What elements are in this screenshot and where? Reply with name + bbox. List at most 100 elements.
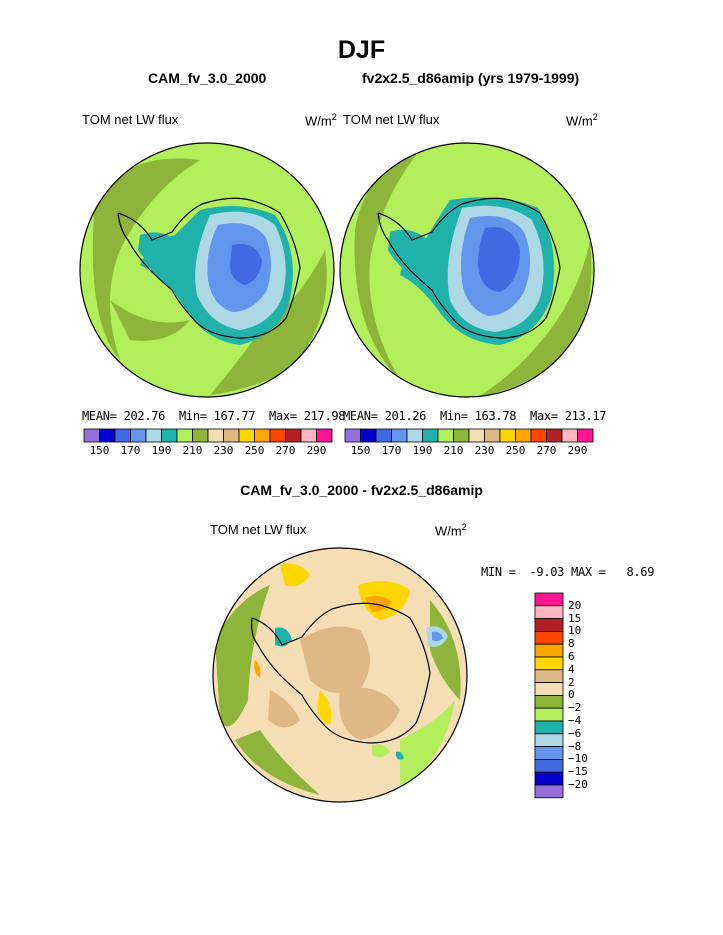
diff-yellow-north bbox=[280, 563, 310, 587]
diff-coastline bbox=[251, 602, 431, 744]
difference-colorbar-label: −8 bbox=[568, 739, 582, 753]
difference-title: CAM_fv_3.0_2000 - fv2x2.5_d86amip bbox=[240, 482, 483, 498]
diff-variable-label: TOM net LW flux bbox=[210, 522, 307, 537]
difference-colorbar-swatch bbox=[534, 631, 564, 645]
colorbar-swatch bbox=[300, 428, 317, 443]
difference-colorbar-swatch bbox=[534, 618, 564, 632]
map1-band-west bbox=[92, 158, 200, 360]
colorbar-tick-label: 210 bbox=[443, 444, 464, 457]
colorbar-1 bbox=[83, 428, 333, 443]
colorbar-tick-label: 170 bbox=[381, 444, 402, 457]
colorbar-tick-label: 190 bbox=[412, 444, 433, 457]
difference-colorbar-swatch bbox=[534, 669, 564, 683]
colorbar-swatch bbox=[238, 428, 255, 443]
colorbar-swatch bbox=[499, 428, 516, 443]
difference-colorbar-label: 10 bbox=[568, 624, 582, 638]
colorbar-swatch bbox=[577, 428, 594, 443]
diff-orange-ne bbox=[365, 595, 392, 612]
colorbar-swatch bbox=[269, 428, 286, 443]
difference-colorbar-swatch bbox=[534, 771, 564, 786]
difference-colorbar-swatch bbox=[534, 707, 564, 722]
panel1-units-label: W/m2 bbox=[305, 112, 337, 129]
panel2-title: fv2x2.5_d86amip (yrs 1979-1999) bbox=[362, 70, 580, 86]
diff-tan-center bbox=[300, 626, 370, 694]
difference-colorbar-swatch bbox=[534, 784, 564, 799]
difference-colorbar-label: −4 bbox=[568, 714, 582, 727]
colorbar-swatch bbox=[530, 428, 547, 443]
map-2 bbox=[340, 143, 594, 397]
diff-green-west bbox=[215, 585, 270, 727]
panel2-stats: MEAN= 201.26 Min= 163.78 Max= 213.17 bbox=[343, 409, 607, 423]
difference-colorbar-swatch bbox=[534, 643, 564, 658]
diff-yellow-center bbox=[317, 690, 332, 725]
colorbar-tick-label: 290 bbox=[567, 444, 588, 457]
difference-colorbar-label: −15 bbox=[568, 765, 588, 779]
colorbar-tick-label: 270 bbox=[275, 444, 296, 457]
map2-border bbox=[339, 142, 595, 398]
colorbar-swatch bbox=[114, 428, 131, 443]
map1-patch-south bbox=[110, 300, 190, 341]
colorbar-tick-label: 290 bbox=[306, 444, 327, 457]
colorbar-tick-label: 230 bbox=[213, 444, 234, 457]
colorbar-swatch bbox=[484, 428, 501, 443]
difference-colorbar-swatch bbox=[534, 605, 564, 619]
difference-colorbar-label: 20 bbox=[568, 598, 582, 612]
difference-colorbar-swatch bbox=[534, 682, 564, 696]
colorbar-swatch bbox=[453, 428, 470, 443]
colorbar-tick-label: 170 bbox=[120, 444, 141, 457]
difference-colorbar-label: 6 bbox=[568, 650, 575, 663]
diff-minmax: MIN = -9.03 MAX = 8.69 bbox=[481, 565, 655, 579]
difference-colorbar-label: 8 bbox=[568, 637, 575, 651]
difference-colorbar-swatch bbox=[534, 746, 564, 760]
colorbar-tick-label: 250 bbox=[505, 444, 526, 457]
colorbar-swatch bbox=[468, 428, 485, 443]
diff-orange-west bbox=[254, 660, 261, 678]
colorbar-swatch bbox=[83, 428, 100, 443]
difference-colorbar-swatch bbox=[534, 592, 564, 607]
difference-colorbar-label: 4 bbox=[568, 662, 575, 676]
difference-colorbar-label: 2 bbox=[568, 675, 575, 689]
colorbar-swatch bbox=[176, 428, 193, 443]
colorbar-swatch bbox=[130, 428, 147, 443]
difference-colorbar bbox=[534, 592, 564, 799]
diff-teal-south bbox=[396, 751, 404, 760]
diff-green-south bbox=[235, 730, 320, 795]
map1-level-royal bbox=[230, 244, 262, 285]
colorbar-swatch bbox=[375, 428, 392, 443]
diff-green-east bbox=[430, 600, 461, 700]
difference-colorbar-label: −20 bbox=[568, 778, 588, 791]
diff-teal-west bbox=[275, 627, 292, 647]
map1-peninsula bbox=[138, 232, 175, 268]
difference-colorbar-swatch bbox=[534, 759, 564, 773]
map1-coastline bbox=[117, 197, 301, 339]
colorbar-swatch bbox=[360, 428, 377, 443]
map2-peninsula bbox=[388, 229, 428, 275]
colorbar-swatch bbox=[406, 428, 423, 443]
panel1-stats: MEAN= 202.76 Min= 167.77 Max= 217.98 bbox=[82, 409, 346, 423]
map2-band-east bbox=[480, 240, 592, 396]
panel2-variable-label: TOM net LW flux bbox=[343, 112, 440, 127]
panel2-units-label: W/m2 bbox=[566, 112, 598, 129]
diff-blue-east bbox=[432, 631, 443, 642]
diff-lightgreen-center bbox=[372, 744, 390, 757]
diff-lightgreen-se bbox=[400, 700, 455, 790]
colorbar-2 bbox=[344, 428, 594, 443]
colorbar-tick-label: 270 bbox=[536, 444, 557, 457]
colorbar-swatch bbox=[285, 428, 302, 443]
panel1-title: CAM_fv_3.0_2000 bbox=[148, 70, 267, 86]
colorbar-swatch bbox=[422, 428, 439, 443]
map-diff bbox=[213, 548, 467, 802]
colorbar-swatch bbox=[561, 428, 578, 443]
map2-level-royal bbox=[478, 226, 520, 292]
colorbar-swatch bbox=[223, 428, 240, 443]
colorbar-swatch bbox=[192, 428, 209, 443]
difference-colorbar-label: −10 bbox=[568, 752, 588, 766]
map1-border bbox=[79, 142, 335, 398]
panel1-variable-label: TOM net LW flux bbox=[82, 112, 179, 127]
colorbar-tick-label: 230 bbox=[474, 444, 495, 457]
diff-border bbox=[212, 547, 468, 803]
colorbar-swatch bbox=[161, 428, 178, 443]
difference-colorbar-swatch bbox=[534, 733, 564, 747]
difference-colorbar-swatch bbox=[534, 656, 564, 671]
